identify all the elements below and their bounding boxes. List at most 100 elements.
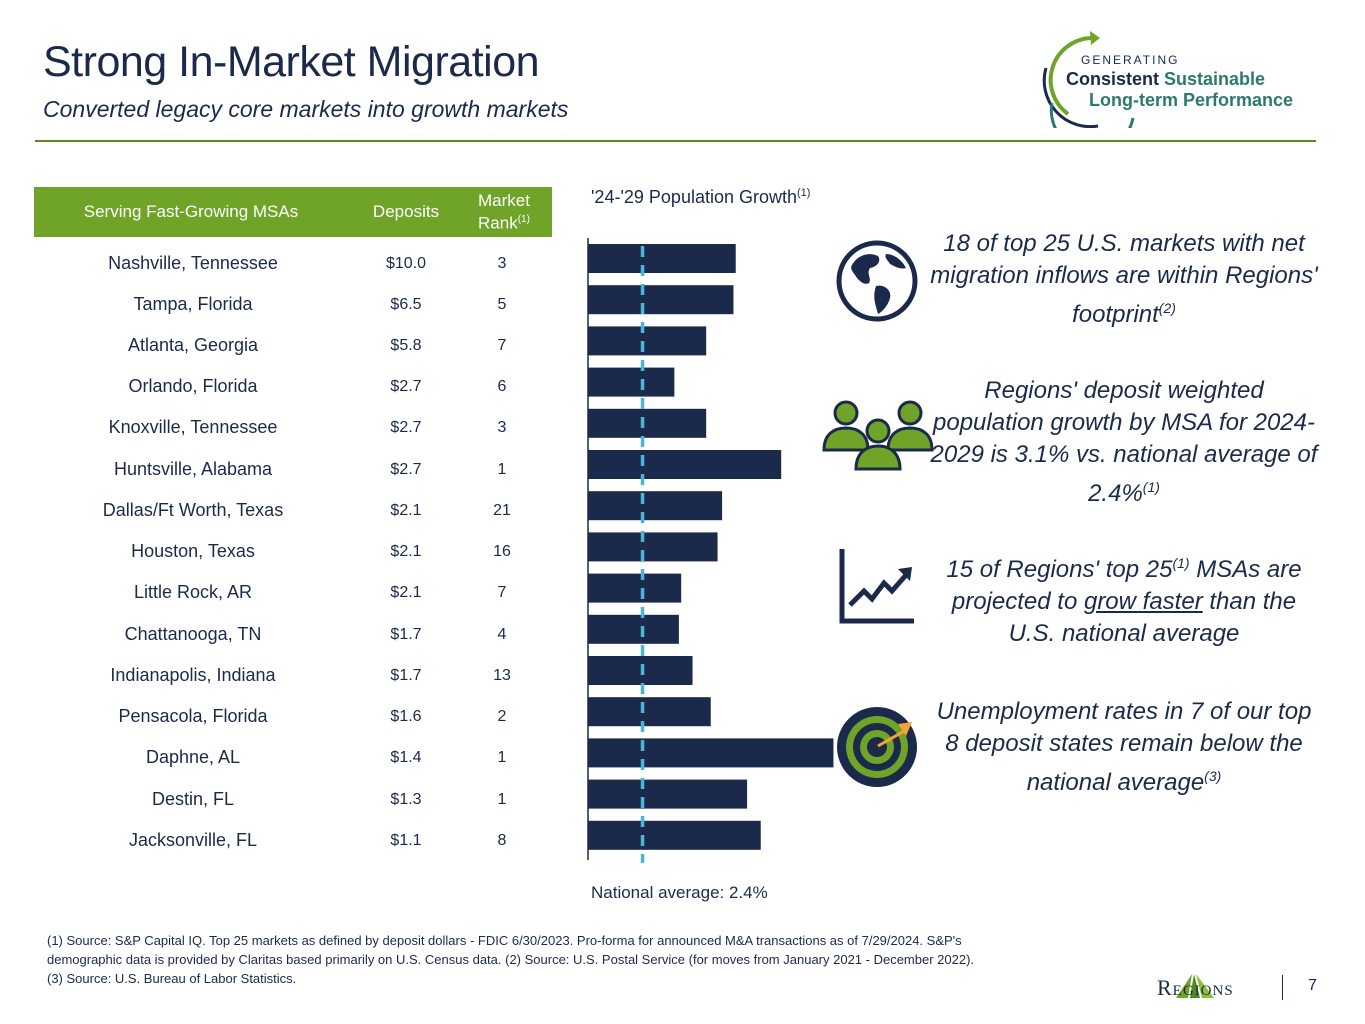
bar-indianapolis-indiana	[588, 656, 693, 685]
deposit-value: $1.6	[390, 707, 422, 725]
callout-migration: 18 of top 25 U.S. markets with net migra…	[928, 228, 1320, 331]
header-deposits: Deposits	[372, 202, 440, 221]
market-rank: 2	[497, 707, 507, 725]
deposit-value: $10.0	[385, 254, 427, 272]
footnotes: (1) Source: S&P Capital IQ. Top 25 marke…	[47, 931, 1057, 988]
globe-icon	[836, 240, 918, 322]
market-rank: 3	[497, 254, 507, 272]
population-growth-chart	[587, 238, 834, 863]
bar-houston-texas	[588, 532, 718, 562]
deposit-value: $2.1	[390, 583, 422, 601]
callout-text-post: than the U.S. national average	[1008, 588, 1297, 647]
logo-line-1: Consistent Sustainable	[1066, 69, 1265, 90]
msa-name: Knoxville, Tennessee	[108, 417, 278, 437]
callout-msa-growth: 15 of Regions' top 25(1) MSAs are projec…	[928, 547, 1320, 650]
table-row: Little Rock, AR $2.1 7	[34, 572, 552, 613]
msa-name: Atlanta, Georgia	[127, 335, 259, 355]
bar-jacksonville-fl	[588, 820, 761, 850]
callout-note: (1)	[1142, 479, 1160, 495]
bar-pensacola-florida	[588, 697, 711, 727]
table-row: Destin, FL $1.3 1	[34, 779, 552, 820]
deposit-value: $2.7	[390, 460, 422, 478]
callout-note: (1)	[1172, 555, 1190, 571]
table-row: Daphne, AL $1.4 1	[34, 737, 552, 778]
regions-logo-text: Regions	[1157, 975, 1234, 1000]
logo-generating: GENERATING	[1081, 53, 1180, 67]
msa-name: Little Rock, AR	[133, 582, 253, 602]
page-title: Strong In-Market Migration	[43, 38, 540, 86]
header-divider	[35, 140, 1316, 142]
msa-name: Huntsville, Alabama	[113, 459, 273, 479]
table-row: Chattanooga, TN $1.7 4	[34, 614, 552, 655]
callout-text-mid: MSAs are projected to	[951, 556, 1302, 615]
chart-title-note: (1)	[797, 187, 811, 199]
table-row: Huntsville, Alabama $2.7 1	[34, 449, 552, 490]
bar-destin-fl	[588, 779, 748, 809]
generating-performance-logo	[1042, 31, 1135, 128]
bar-nashville-tennessee	[588, 244, 736, 273]
msa-name: Daphne, AL	[145, 747, 241, 767]
market-rank: 5	[497, 295, 507, 313]
callout-text: 18 of top 25 U.S. markets with net migra…	[930, 230, 1318, 328]
table-row: Indianapolis, Indiana $1.7 13	[34, 655, 552, 696]
table-row: Atlanta, Georgia $5.8 7	[34, 325, 552, 366]
deposit-value: $1.4	[390, 748, 422, 766]
msa-name: Indianapolis, Indiana	[110, 665, 276, 685]
table-row: Tampa, Florida $6.5 5	[34, 284, 552, 325]
callout-underlined: grow faster	[1083, 588, 1203, 615]
msa-name: Jacksonville, FL	[128, 830, 258, 850]
bar-daphne-al	[588, 738, 834, 768]
bar-little-rock-ar	[588, 573, 682, 603]
callout-unemployment: Unemployment rates in 7 of our top 8 dep…	[928, 696, 1320, 799]
page-number: 7	[1308, 977, 1317, 994]
table-row: Nashville, Tennessee $10.0 3	[34, 243, 552, 284]
bar-knoxville-tennessee	[588, 408, 707, 438]
deposit-value: $1.7	[390, 666, 422, 684]
page-subtitle: Converted legacy core markets into growt…	[43, 96, 569, 122]
footnote-line: (1) Source: S&P Capital IQ. Top 25 marke…	[47, 933, 962, 948]
market-rank: 1	[497, 748, 507, 766]
footer-divider	[1282, 975, 1283, 1000]
people-icon	[822, 400, 934, 471]
market-rank: 1	[497, 790, 507, 808]
callout-text: Unemployment rates in 7 of our top 8 dep…	[936, 698, 1312, 796]
table-row: Pensacola, Florida $1.6 2	[34, 696, 552, 737]
table-row: Jacksonville, FL $1.1 8	[34, 820, 552, 861]
footnote-line: demographic data is provided by Claritas…	[47, 952, 975, 967]
msa-name: Orlando, Florida	[128, 376, 258, 396]
callout-text: 15 of Regions' top 25	[946, 556, 1173, 583]
table-row: Orlando, Florida $2.7 6	[34, 366, 552, 407]
bar-atlanta-georgia	[588, 326, 707, 356]
market-rank: 1	[497, 460, 507, 478]
bar-orlando-florida	[588, 367, 675, 397]
bar-tampa-florida	[588, 285, 734, 315]
chart-title: '24-'29 Population Growth(1)	[591, 187, 810, 208]
market-rank: 7	[497, 583, 507, 601]
footnote-line: (3) Source: U.S. Bureau of Labor Statist…	[47, 971, 297, 986]
deposit-value: $6.5	[390, 295, 422, 313]
market-rank: 13	[493, 666, 511, 684]
regions-logo-mark	[1176, 974, 1214, 998]
market-rank: 3	[497, 418, 507, 436]
msa-name: Tampa, Florida	[133, 294, 253, 314]
logo-sustainable: Sustainable	[1164, 69, 1266, 89]
table-header: Serving Fast-Growing MSAs Deposits Marke…	[34, 187, 552, 237]
msa-name: Chattanooga, TN	[124, 624, 262, 644]
deposit-value: $1.7	[390, 625, 422, 643]
market-rank: 21	[493, 501, 511, 519]
deposit-value: $2.1	[390, 501, 422, 519]
market-rank: 16	[493, 542, 511, 560]
market-rank: 4	[497, 625, 507, 643]
header-rank-note: (1)	[517, 214, 530, 226]
market-rank: 6	[497, 377, 507, 395]
header-msa: Serving Fast-Growing MSAs	[83, 202, 299, 221]
deposit-value: $5.8	[390, 336, 422, 354]
market-rank: 8	[497, 831, 507, 849]
callout-text: Regions' deposit weighted population gro…	[930, 377, 1318, 507]
deposit-value: $2.7	[390, 377, 422, 395]
table-row: Dallas/Ft Worth, Texas $2.1 21	[34, 490, 552, 531]
msa-name: Pensacola, Florida	[118, 706, 268, 726]
target-icon	[837, 707, 917, 787]
msa-name: Nashville, Tennessee	[108, 253, 278, 273]
header-market-rank: Market Rank(1)	[464, 187, 544, 237]
